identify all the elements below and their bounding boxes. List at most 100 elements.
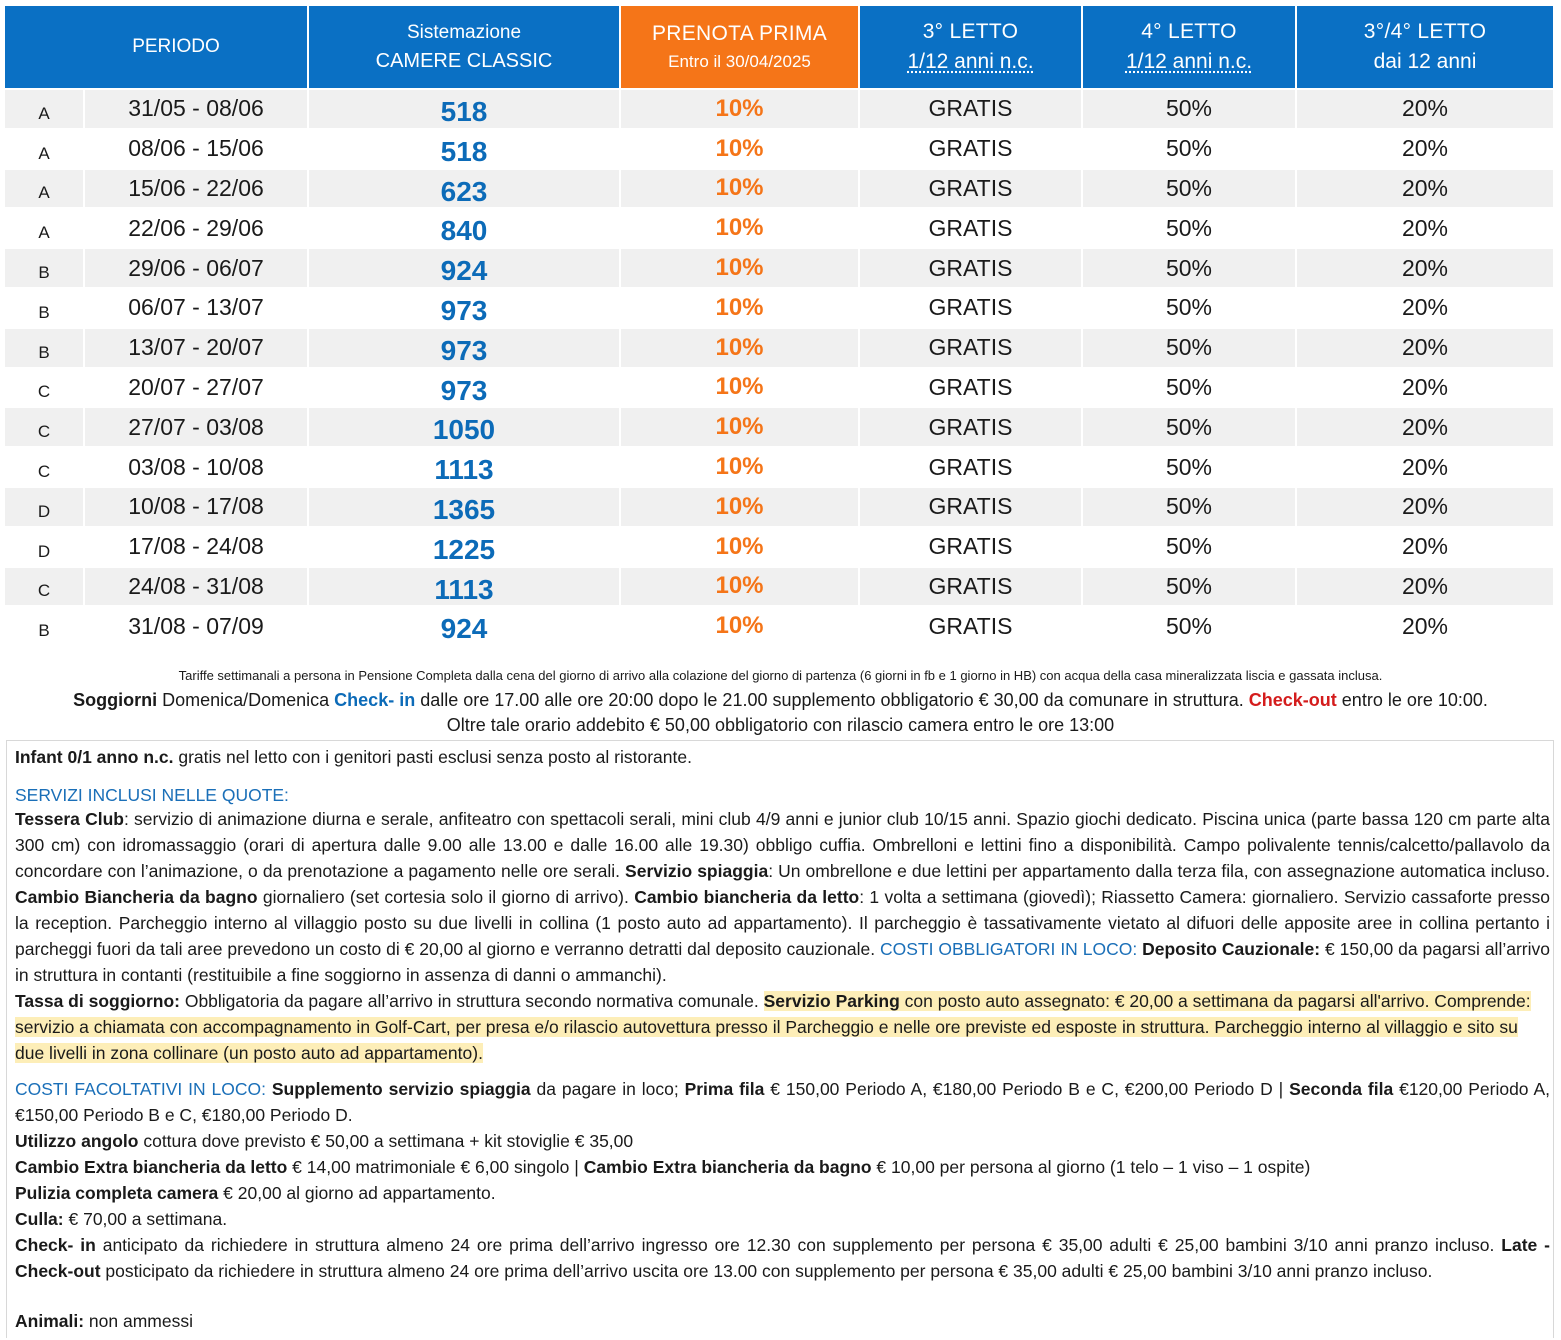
third-fourth-bed-value: 20%: [1401, 533, 1449, 560]
header-prenota-prima: PRENOTA PRIMA Entro il 30/04/2025: [621, 6, 858, 88]
checkin-anticipato-text: anticipato da richiedere in struttura al…: [95, 1235, 1502, 1255]
soggiorni-label: Soggiorni: [73, 690, 158, 710]
room-price: 973: [440, 294, 488, 326]
room-price: 1113: [309, 567, 619, 606]
letto-label: Cambio biancheria da letto: [634, 887, 860, 907]
third-fourth-bed-value: 20%: [1297, 90, 1553, 128]
third-fourth-bed-value: 20%: [1401, 135, 1449, 162]
third-fourth-bed-value: 20%: [1297, 169, 1553, 208]
pulizia-text: € 20,00 al giorno ad appartamento.: [218, 1183, 496, 1203]
room-price: 1365: [309, 488, 619, 526]
tassa-label: Tassa di soggiorno:: [15, 991, 180, 1011]
header-prenota-sub: Entro il 30/04/2025: [668, 52, 811, 71]
angolo-text: cottura dove previsto € 50,00 a settiman…: [138, 1131, 634, 1151]
tessera-label: Tessera Club: [15, 809, 124, 829]
header-quarto-letto-sub: 1/12 anni n.c.: [1125, 50, 1253, 73]
fourth-bed-value: 50%: [1083, 408, 1295, 447]
third-fourth-bed-value: 20%: [1401, 453, 1449, 480]
third-fourth-bed-value: 20%: [1297, 328, 1553, 367]
period-dates: 24/08 - 31/08: [85, 567, 307, 606]
letto-text: : 1 volta a settimana (giovedì); Riasset…: [15, 887, 1550, 959]
angolo-label: Utilizzo angolo: [15, 1131, 139, 1151]
header-periodo: PERIODO: [5, 6, 307, 88]
period-category: D: [5, 488, 83, 526]
spiaggia-label: Servizio spiaggia: [625, 861, 769, 881]
table-row: C 24/08 - 31/08 1113 10% GRATIS 50% 20%: [0, 567, 1561, 606]
table-row: A 31/05 - 08/06 518 10% GRATIS 50% 20%: [0, 90, 1561, 128]
room-price: 973: [309, 328, 619, 367]
fourth-bed-value: 50%: [1165, 135, 1213, 162]
header-periodo-label: PERIODO: [132, 36, 220, 57]
third-bed-value: GRATIS: [928, 612, 1013, 639]
period-category: B: [38, 621, 50, 641]
header-prenota-label: PRENOTA PRIMA: [651, 22, 828, 45]
parking-label: Servizio Parking: [763, 991, 900, 1011]
tassa-paragraph: Tassa di soggiorno: Obbligatoria da paga…: [15, 988, 1550, 1066]
extra-bagno-label: Cambio Extra biancheria da bagno: [583, 1157, 872, 1177]
period-dates: 22/06 - 29/06: [128, 214, 264, 241]
costi-facoltativi-paragraph: COSTI FACOLTATIVI IN LOCO: Supplemento s…: [15, 1076, 1550, 1128]
extra-letto-label: Cambio Extra biancheria da letto: [15, 1157, 288, 1177]
early-booking-discount: 10%: [715, 532, 764, 560]
prima-fila-text: € 150,00 Periodo A, €180,00 Periodo B e …: [764, 1079, 1290, 1099]
room-price: 518: [440, 135, 488, 167]
table-row: A 08/06 - 15/06 518 10% GRATIS 50% 20%: [0, 130, 1561, 168]
table-row: A 15/06 - 22/06 623 10% GRATIS 50% 20%: [0, 169, 1561, 208]
header-terzo-quarto-sub: dai 12 anni: [1373, 50, 1477, 73]
period-category: B: [38, 302, 50, 322]
late-checkout-text: posticipato da richiedere in struttura a…: [100, 1261, 1433, 1281]
header-terzo-letto: 3° LETTO 1/12 anni n.c.: [860, 6, 1081, 88]
fourth-bed-value: 50%: [1165, 453, 1213, 480]
seconda-fila-label: Seconda fila: [1289, 1079, 1394, 1099]
room-price: 924: [309, 249, 619, 287]
animali-text: non ammessi: [84, 1311, 193, 1331]
culla-text: € 70,00 a settimana.: [63, 1209, 228, 1229]
period-dates: 27/07 - 03/08: [85, 408, 307, 447]
table-row: D 10/08 - 17/08 1365 10% GRATIS 50% 20%: [0, 488, 1561, 526]
fourth-bed-value: 50%: [1083, 328, 1295, 367]
third-fourth-bed-value: 20%: [1297, 249, 1553, 287]
tessera-text: : servizio di animazione diurna e serale…: [15, 809, 1551, 881]
period-dates: 20/07 - 27/07: [128, 373, 264, 400]
bagno-text: giornaliero (set cortesia solo il giorno…: [257, 887, 635, 907]
period-dates: 10/08 - 17/08: [85, 488, 307, 526]
infant-text: gratis nel letto con i genitori pasti es…: [173, 747, 692, 767]
header-terzo-quarto-letto: 3°/4° LETTO dai 12 anni: [1297, 6, 1553, 88]
period-dates: 15/06 - 22/06: [85, 169, 307, 208]
period-dates: 08/06 - 15/06: [128, 135, 264, 162]
header-sistemazione-sub: CAMERE CLASSIC: [375, 50, 553, 72]
fourth-bed-value: 50%: [1083, 249, 1295, 287]
fourth-bed-value: 50%: [1083, 488, 1295, 526]
third-bed-value: GRATIS: [928, 135, 1013, 162]
header-terzo-letto-sub: 1/12 anni n.c.: [907, 50, 1034, 73]
parking-text: con posto auto assegnato: € 20,00 a sett…: [15, 991, 1531, 1063]
seconda-fila-text: €120,00 Periodo A, €150,00 Periodo B e C…: [15, 1079, 1550, 1125]
period-dates: 17/08 - 24/08: [128, 533, 264, 560]
period-category: C: [5, 408, 83, 447]
third-bed-value: GRATIS: [860, 567, 1081, 606]
period-dates: 13/07 - 20/07: [85, 328, 307, 367]
details-box: [6, 740, 1554, 1338]
table-row: B 06/07 - 13/07 973 10% GRATIS 50% 20%: [0, 289, 1561, 327]
early-booking-discount: 10%: [621, 488, 858, 526]
costi-facoltativi-title: COSTI FACOLTATIVI IN LOCO:: [15, 1079, 266, 1099]
early-booking-discount: 10%: [621, 90, 858, 128]
tariffe-note: Tariffe settimanali a persona in Pension…: [178, 668, 1383, 683]
period-category: D: [37, 541, 51, 561]
extra-bagno-text: € 10,00 per persona al giorno (1 telo – …: [871, 1157, 1311, 1177]
animali-line: Animali: non ammessi: [15, 1308, 1550, 1334]
third-bed-value: GRATIS: [860, 169, 1081, 208]
table-row: C 20/07 - 27/07 973 10% GRATIS 50% 20%: [0, 369, 1561, 407]
bagno-label: Cambio Biancheria da bagno: [15, 887, 258, 907]
period-category: C: [37, 462, 51, 482]
third-fourth-bed-value: 20%: [1401, 214, 1449, 241]
room-price: 623: [309, 169, 619, 208]
extra-letto-text: € 14,00 matrimoniale € 6,00 singolo |: [287, 1157, 584, 1177]
pulizia-label: Pulizia completa camera: [15, 1183, 219, 1203]
period-category: B: [5, 249, 83, 287]
period-dates: 31/05 - 08/06: [85, 90, 307, 128]
tassa-text: Obbligatoria da pagare all’arrivo in str…: [179, 991, 764, 1011]
animali-label: Animali:: [15, 1311, 85, 1331]
period-dates: 03/08 - 10/08: [128, 453, 264, 480]
table-row: B 13/07 - 20/07 973 10% GRATIS 50% 20%: [0, 328, 1561, 367]
